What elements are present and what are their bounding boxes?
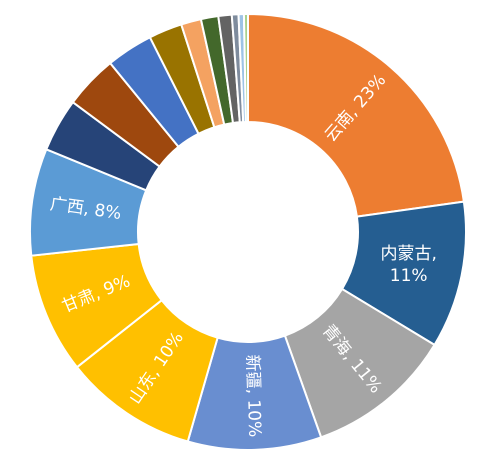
slice-label-group: 内蒙古,11% [380, 244, 436, 286]
slice-label: 11% [390, 266, 428, 286]
slice-label: 新疆, 10% [242, 354, 265, 437]
slice-label-group: 新疆, 10% [242, 354, 265, 437]
donut-slice-云南 [247, 12, 465, 218]
slice-label: 内蒙古, [380, 244, 436, 264]
donut-slice-16 [242, 12, 249, 124]
